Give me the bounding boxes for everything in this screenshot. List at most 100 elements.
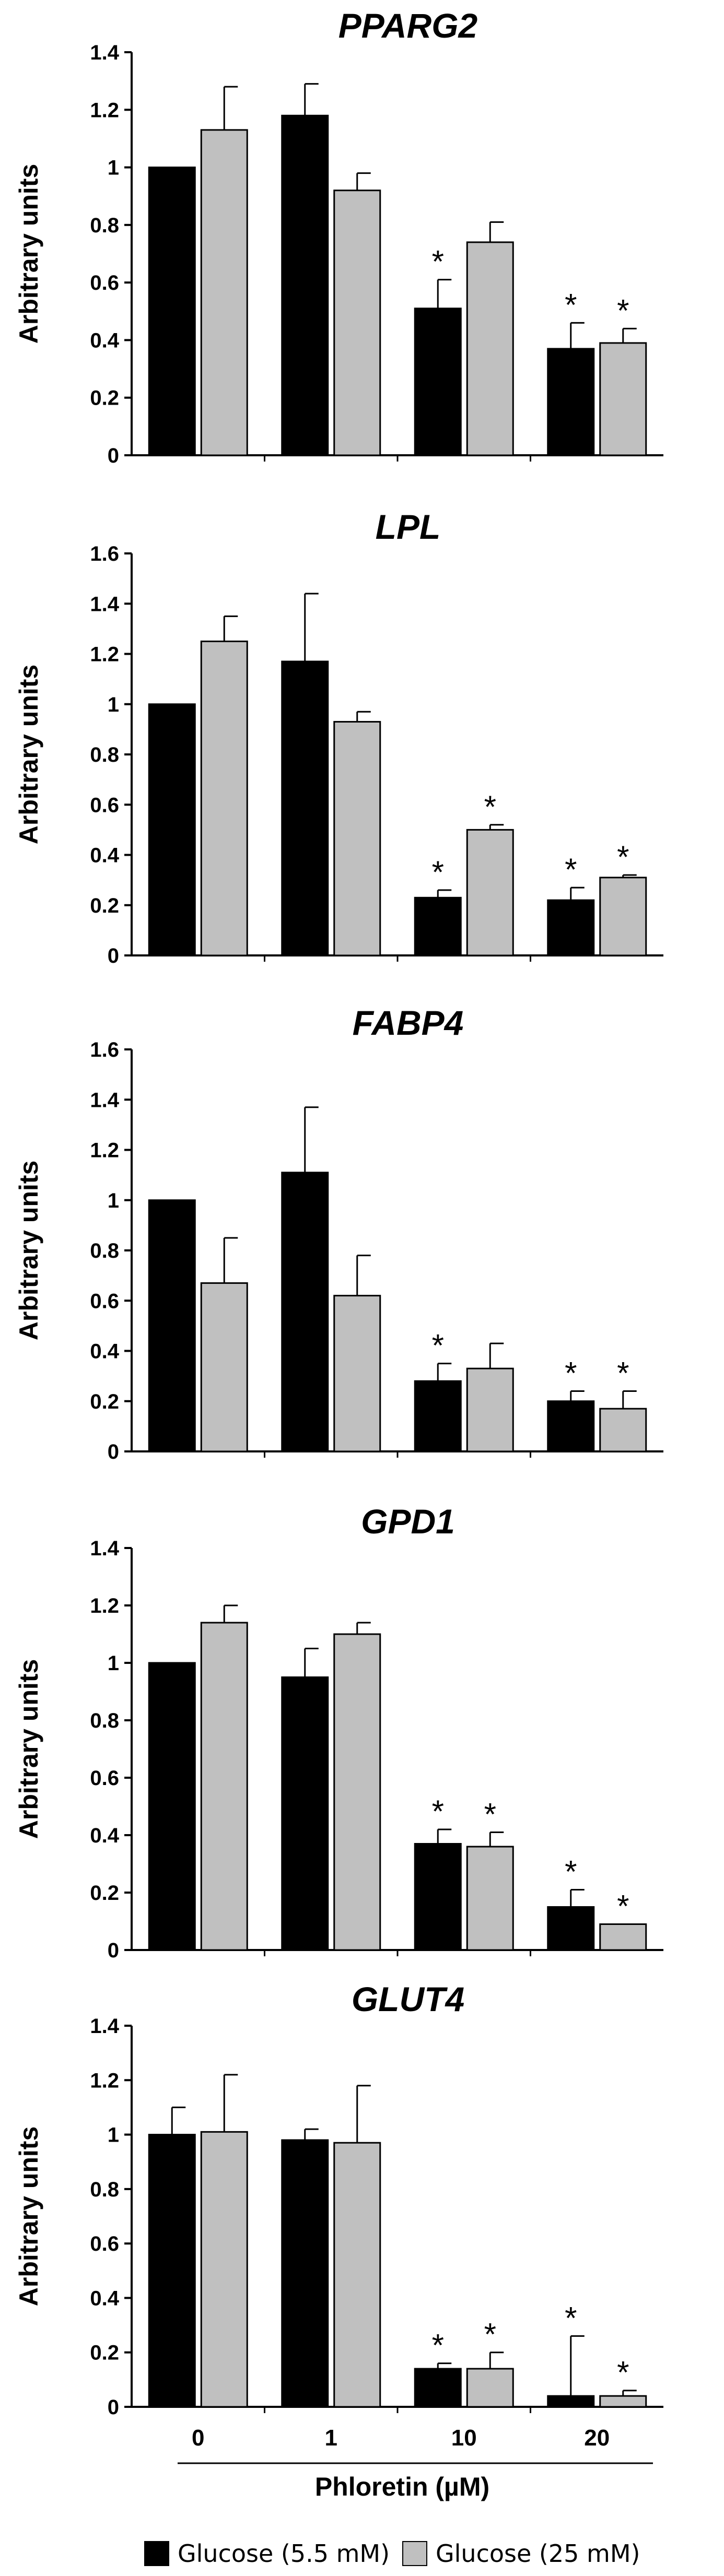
chart-title: GLUT4 — [352, 1980, 464, 2018]
x-axis-label: Phloretin (µM) — [315, 2472, 489, 2501]
legend: Glucose (5.5 mM) Glucose (25 mM) — [0, 2535, 724, 2572]
significance-marker: * — [565, 287, 577, 322]
bar — [547, 2395, 595, 2408]
bar — [200, 1282, 248, 1452]
bar — [148, 167, 196, 456]
bar — [466, 829, 514, 956]
chart-title: GPD1 — [361, 1502, 455, 1541]
significance-marker: * — [617, 1356, 629, 1391]
chart-lpl: LPL Arbitrary units 0 0.2 0.4 0.6 0.8 1 1.2 1.4 1.… — [14, 507, 663, 967]
y-tick-label: 1 — [108, 157, 119, 180]
y-tick-label: 1 — [108, 2124, 119, 2147]
y-tick-label: 0.4 — [90, 329, 119, 352]
bar — [599, 342, 647, 456]
y-tick-label: 0.2 — [90, 894, 119, 917]
bar — [333, 1295, 381, 1452]
y-tick-label: 0 — [108, 944, 119, 967]
y-tick-label: 1.2 — [90, 1594, 119, 1617]
legend-swatch-glucose-5-5 — [144, 2541, 169, 2566]
y-tick-label: 1.6 — [90, 542, 119, 565]
bar — [547, 1400, 595, 1452]
bar — [466, 1367, 514, 1452]
bar — [148, 703, 196, 956]
bar — [414, 308, 462, 456]
significance-marker: * — [617, 1889, 629, 1924]
y-tick-label: 1.4 — [90, 1089, 119, 1112]
chart-pparg2: PPARG2 Arbitrary units 0 0.2 0.4 0.6 0.8 1 1.2 1.… — [14, 6, 663, 467]
chart-fabp4: FABP4 Arbitrary units 0 0.2 0.4 0.6 0.8 1 1.2 1.4… — [14, 1003, 663, 1463]
bar — [281, 1676, 329, 1951]
y-tick-label: 0.2 — [90, 2342, 119, 2365]
y-tick-label: 0.4 — [90, 2287, 119, 2310]
bar — [333, 720, 381, 956]
bar — [281, 114, 329, 456]
y-tick-label: 1.4 — [90, 1537, 119, 1560]
bar — [466, 1846, 514, 1951]
chart-gpd1: GPD1 Arbitrary units 0 0.2 0.4 0.6 0.8 1 1.2 1.4 *… — [14, 1502, 663, 1962]
significance-marker: * — [484, 1797, 496, 1832]
bar — [414, 2368, 462, 2408]
bar — [281, 1172, 329, 1452]
significance-marker: * — [565, 1854, 577, 1889]
bar — [333, 190, 381, 456]
significance-marker: * — [565, 852, 577, 887]
significance-marker: * — [565, 2300, 577, 2335]
y-tick-label: 0 — [108, 1440, 119, 1463]
bar — [599, 1408, 647, 1452]
significance-marker: * — [432, 2328, 444, 2363]
bar — [200, 1622, 248, 1951]
y-tick-label: 0.8 — [90, 214, 119, 237]
y-tick-label: 0.2 — [90, 1882, 119, 1905]
bar — [466, 2368, 514, 2408]
x-tick-label: 10 — [451, 2425, 477, 2451]
significance-marker: * — [432, 244, 444, 279]
y-tick-label: 1.2 — [90, 1139, 119, 1162]
bar — [414, 1843, 462, 1951]
y-tick-label: 0.8 — [90, 743, 119, 766]
y-tick-label: 0.8 — [90, 2178, 119, 2201]
bar — [333, 1633, 381, 1951]
chart-title: LPL — [376, 507, 441, 546]
y-tick-label: 1 — [108, 1652, 119, 1675]
y-tick-label: 0.6 — [90, 794, 119, 817]
bar — [547, 348, 595, 456]
y-tick-label: 0.2 — [90, 1390, 119, 1413]
y-tick-label: 1.4 — [90, 593, 119, 616]
bar — [466, 241, 514, 456]
legend-item-glucose-5-5: Glucose (5.5 mM) — [144, 2535, 390, 2572]
chart-title: PPARG2 — [338, 6, 478, 45]
legend-item-glucose-25: Glucose (25 mM) — [402, 2535, 640, 2572]
y-tick-label: 1.6 — [90, 1038, 119, 1061]
bar — [599, 2395, 647, 2408]
bar — [281, 2139, 329, 2408]
y-tick-label: 1.2 — [90, 2069, 119, 2092]
significance-marker: * — [617, 293, 629, 328]
significance-marker: * — [617, 840, 629, 875]
bar — [333, 2142, 381, 2408]
y-tick-label: 0 — [108, 2396, 119, 2419]
bar — [599, 1923, 647, 1951]
y-tick-label: 1.2 — [90, 99, 119, 122]
y-tick-label: 0.4 — [90, 1340, 119, 1363]
significance-marker: * — [432, 1794, 444, 1829]
bar — [414, 896, 462, 956]
x-tick-label: 20 — [584, 2425, 610, 2451]
significance-marker: * — [484, 789, 496, 824]
bar — [200, 129, 248, 456]
y-axis-label: Arbitrary units — [14, 164, 43, 344]
x-tick-label: 1 — [325, 2425, 337, 2451]
y-tick-label: 0 — [108, 1939, 119, 1962]
significance-marker: * — [617, 2355, 629, 2390]
legend-swatch-glucose-25 — [402, 2541, 427, 2566]
bar — [148, 1199, 196, 1452]
y-tick-label: 0.6 — [90, 271, 119, 294]
bar — [148, 2134, 196, 2408]
chart-title: FABP4 — [353, 1003, 464, 1042]
y-tick-label: 1.4 — [90, 2015, 119, 2038]
bar — [281, 660, 329, 956]
y-tick-label: 0.6 — [90, 2232, 119, 2255]
legend-label-glucose-25: Glucose (25 mM) — [436, 2539, 640, 2568]
bar — [200, 640, 248, 956]
y-tick-label: 1 — [108, 1189, 119, 1212]
